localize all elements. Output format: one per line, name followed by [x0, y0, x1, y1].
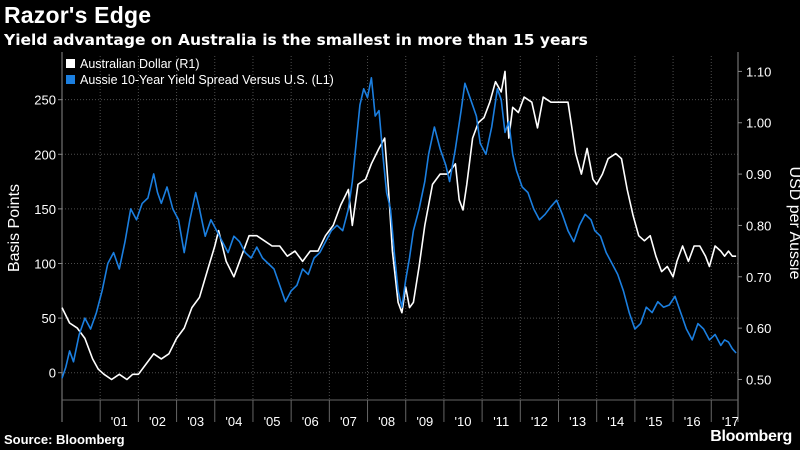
- left-tick-label: 250: [34, 93, 56, 108]
- x-tick-label: '04: [225, 414, 242, 429]
- x-tick-label: '03: [187, 414, 204, 429]
- x-tick-label: '14: [607, 414, 624, 429]
- x-tick-label: '12: [531, 414, 548, 429]
- spread-series-line: [61, 77, 737, 379]
- legend-swatch-spread: [66, 75, 75, 84]
- legend: Australian Dollar (R1) Aussie 10-Year Yie…: [66, 57, 334, 87]
- aud-series-line: [61, 70, 737, 381]
- chart-title: Razor's Edge: [4, 2, 152, 28]
- right-tick-label: 0.60: [746, 321, 771, 336]
- legend-swatch-aud: [66, 59, 75, 68]
- grid-lines: [62, 56, 738, 400]
- plot-frame: [61, 52, 739, 422]
- left-tick-label: 150: [34, 202, 56, 217]
- x-tick-label: '16: [684, 414, 701, 429]
- left-tick-label: 0: [49, 366, 56, 381]
- left-tick-label: 200: [34, 147, 56, 162]
- left-tick-label: 50: [42, 311, 56, 326]
- x-tick-label: '09: [416, 414, 433, 429]
- x-tick-label: '01: [111, 414, 128, 429]
- x-tick-label: '11: [493, 414, 509, 429]
- legend-label-spread: Aussie 10-Year Yield Spread Versus U.S. …: [80, 73, 334, 87]
- x-tick-label: '13: [569, 414, 586, 429]
- right-tick-label: 0.70: [746, 270, 771, 285]
- right-tick-label: 0.80: [746, 218, 771, 233]
- right-tick-label: 1.10: [746, 64, 771, 79]
- left-tick-label: 100: [34, 256, 56, 271]
- right-axis-title: USD per Aussie: [786, 167, 800, 280]
- x-tick-label: '06: [302, 414, 319, 429]
- x-tick-label: '07: [340, 414, 357, 429]
- x-tick-label: '17: [722, 414, 739, 429]
- legend-label-aud: Australian Dollar (R1): [80, 57, 199, 71]
- right-tick-label: 1.00: [746, 116, 771, 131]
- right-tick-label: 0.90: [746, 167, 771, 182]
- series-lines: [61, 70, 737, 381]
- right-tick-label: 0.50: [746, 372, 771, 387]
- chart-subtitle: Yield advantage on Australia is the smal…: [4, 31, 588, 49]
- x-tick-label: '02: [149, 414, 166, 429]
- x-tick-label: '08: [378, 414, 395, 429]
- x-tick-label: '10: [455, 414, 472, 429]
- bloomberg-logo: Bloomberg: [710, 428, 792, 445]
- left-axis-title: Basis Points: [6, 184, 23, 272]
- axis-labels: 0 50 100 150 200 250 0.50 0.60 0.70 0.80 0.90 1.00 1…: [6, 64, 800, 429]
- x-tick-label: '05: [264, 414, 281, 429]
- source-note: Source: Bloomberg: [4, 432, 125, 447]
- x-tick-label: '15: [646, 414, 663, 429]
